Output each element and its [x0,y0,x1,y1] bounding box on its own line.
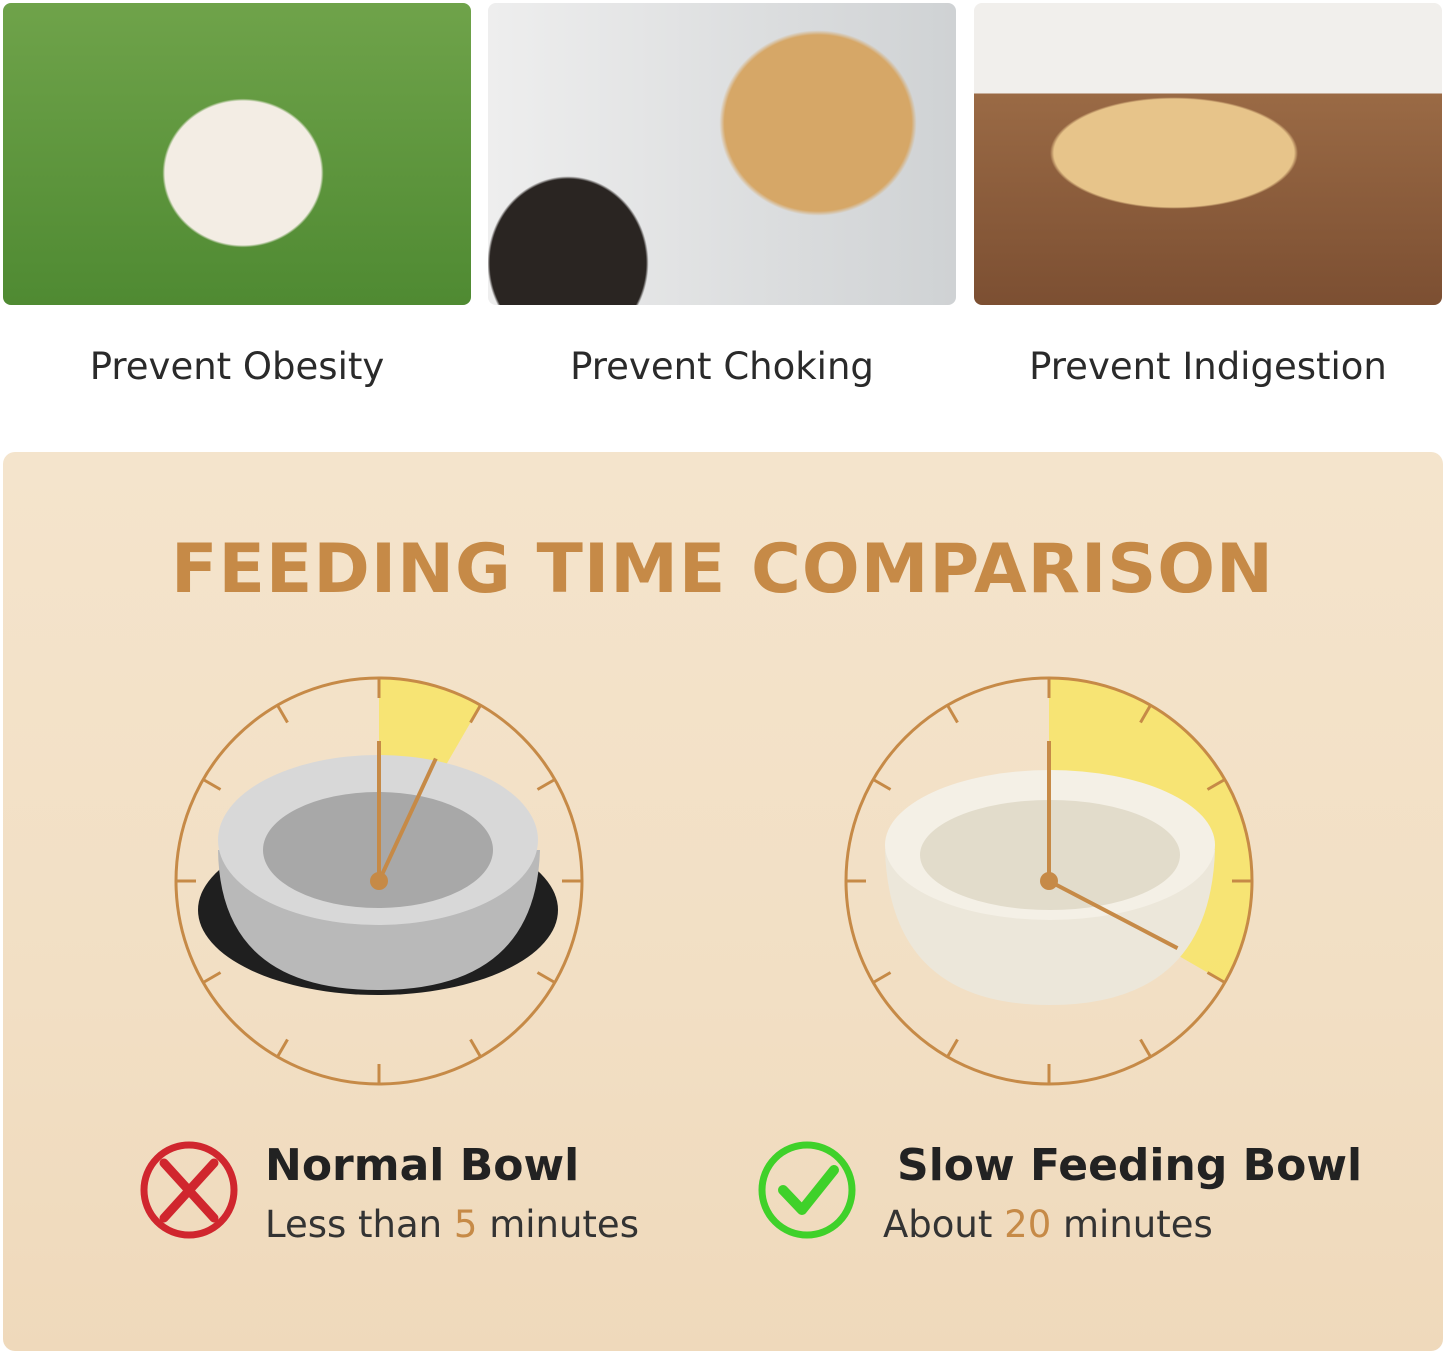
clock-hand [377,757,438,882]
caption-choking: Prevent Choking [570,345,874,388]
clock-tick [1206,778,1226,791]
time-minutes: 5 [453,1203,478,1246]
clock-tick [276,704,289,724]
clock-tick [1206,971,1226,984]
pug-photo [3,3,471,305]
clock-tick [1139,704,1152,724]
clock-tick [946,704,959,724]
clock-tick [202,971,222,984]
x-circle-icon [140,1141,238,1239]
clock-tick [536,971,556,984]
clock-tick [872,778,892,791]
dog-indigestion-photo [974,3,1442,305]
clock-hand [1048,879,1179,950]
clock-tick [872,971,892,984]
normal-bowl-label: Normal Bowl [265,1140,580,1191]
caption-obesity: Prevent Obesity [89,345,385,388]
clock-tick [536,778,556,791]
time-suffix: minutes [477,1203,639,1246]
time-suffix: minutes [1051,1203,1213,1246]
clock-tick [202,778,222,791]
slow-bowl-label: Slow Feeding Bowl [897,1140,1363,1191]
steel-bowl-image [198,755,558,995]
dog-choking-photo [488,3,956,305]
clock-center [1040,872,1058,890]
normal-bowl-time: Less than 5 minutes [265,1203,639,1246]
check-circle-icon [758,1141,856,1239]
clock-center [370,872,388,890]
clock-tick [276,1038,289,1058]
clock-tick [946,1038,959,1058]
slow-bowl-time: About 20 minutes [883,1203,1213,1246]
clock-tick [469,1038,482,1058]
time-prefix: Less than [265,1203,454,1246]
caption-indigestion: Prevent Indigestion [1029,345,1387,388]
time-prefix: About [883,1203,1005,1246]
time-minutes: 20 [1004,1203,1052,1246]
clock-tick [1139,1038,1152,1058]
comparison-title: FEEDING TIME COMPARISON [171,530,1274,609]
clock-tick [469,704,482,724]
